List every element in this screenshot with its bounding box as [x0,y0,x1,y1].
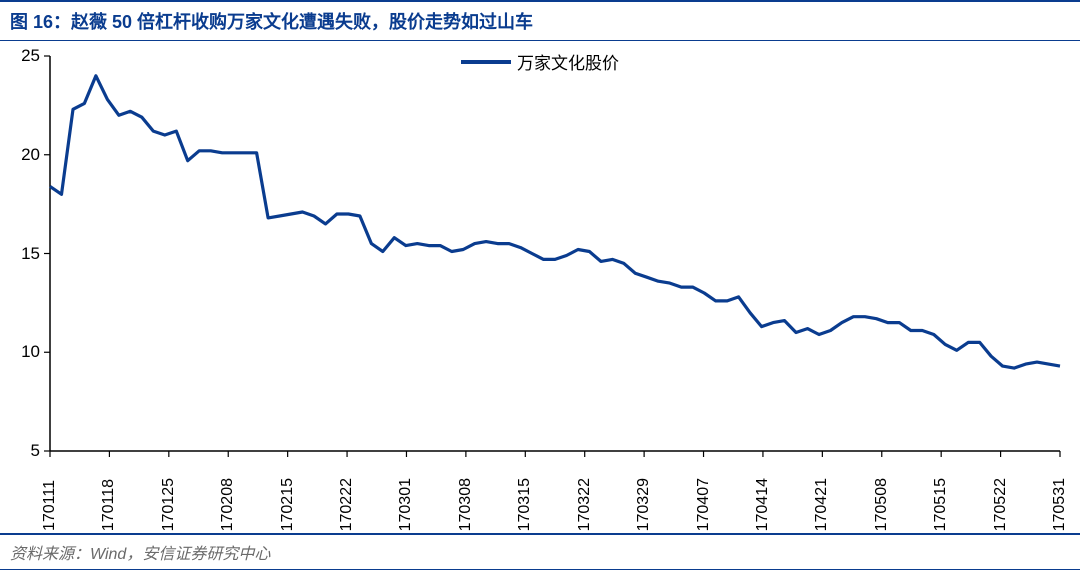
x-tick-label: 170125 [160,478,178,531]
x-tick-label: 170322 [576,478,594,531]
y-tick-label: 10 [10,342,40,362]
x-tick-label: 170508 [873,478,891,531]
legend-label: 万家文化股价 [517,49,619,74]
x-tick-label: 170308 [457,478,475,531]
title-prefix: 图 16： [10,12,71,32]
y-tick-label: 20 [10,145,40,165]
y-tick-label: 25 [10,46,40,66]
chart-svg [0,41,1080,533]
data-line [50,76,1060,368]
x-tick-label: 170531 [1051,478,1069,531]
title-text: 赵薇 50 倍杠杆收购万家文化遭遇失败，股价走势如过山车 [71,12,533,32]
x-tick-label: 170315 [516,478,534,531]
x-tick-label: 170222 [338,478,356,531]
y-tick-label: 5 [10,441,40,461]
source-bar: 资料来源：Wind，安信证券研究中心 [0,533,1080,570]
source-text: 资料来源：Wind，安信证券研究中心 [10,546,270,563]
x-tick-label: 170515 [932,478,950,531]
y-tick-label: 15 [10,244,40,264]
legend-line-swatch [461,60,511,64]
x-tick-label: 170111 [41,480,59,531]
x-tick-label: 170301 [397,478,415,531]
x-tick-label: 170118 [100,479,118,531]
x-tick-label: 170414 [754,478,772,531]
chart-title-bar: 图 16：赵薇 50 倍杠杆收购万家文化遭遇失败，股价走势如过山车 [0,0,1080,41]
x-tick-label: 170421 [813,478,831,531]
legend: 万家文化股价 [461,49,619,74]
x-tick-label: 170329 [635,478,653,531]
x-tick-label: 170215 [279,478,297,531]
x-tick-label: 170522 [992,478,1010,531]
chart-area: 万家文化股价 5 10 15 20 25 170111 170118 170125 17020… [0,41,1080,533]
x-tick-label: 170208 [219,478,237,531]
x-tick-label: 170407 [695,478,713,531]
